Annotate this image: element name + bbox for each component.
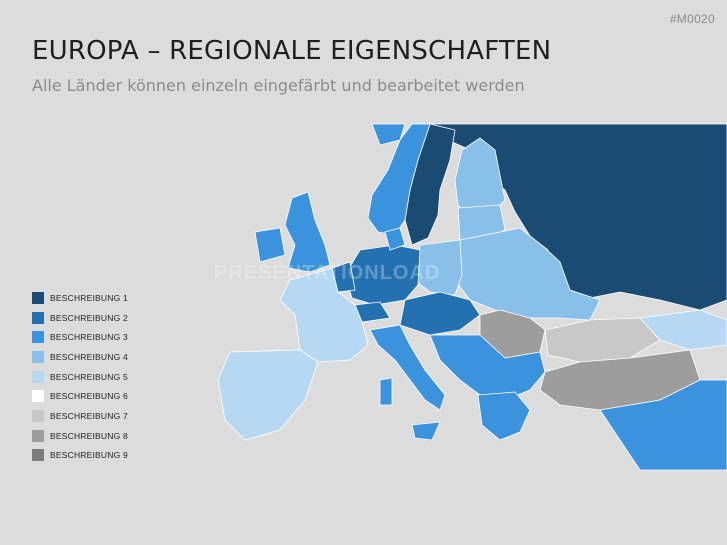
country-central[interactable] [399, 291, 481, 336]
legend-swatch [32, 390, 44, 403]
legend-swatch [32, 350, 44, 363]
legend-label: BESCHREIBUNG 3 [50, 332, 128, 343]
legend-label: BESCHREIBUNG 8 [50, 430, 128, 441]
country-uk[interactable] [284, 191, 331, 273]
legend-label: BESCHREIBUNG 6 [50, 391, 128, 402]
legend-item: BESCHREIBUNG 5 [32, 367, 128, 387]
page-title: EUROPA – REGIONALE EIGENSCHAFTEN [32, 36, 552, 66]
legend-item: BESCHREIBUNG 7 [32, 406, 128, 426]
country-iberia[interactable] [217, 349, 319, 441]
legend-item: BESCHREIBUNG 4 [32, 347, 128, 367]
legend-label: BESCHREIBUNG 9 [50, 450, 128, 461]
country-italy[interactable] [369, 324, 446, 411]
legend-swatch [32, 370, 44, 383]
legend-swatch [32, 429, 44, 442]
country-iceland[interactable] [371, 123, 406, 146]
country-balkans[interactable] [429, 334, 546, 401]
legend-swatch [32, 311, 44, 324]
country-denmark[interactable] [384, 227, 406, 251]
country-ireland[interactable] [254, 227, 286, 263]
legend-swatch [32, 331, 44, 344]
legend-label: BESCHREIBUNG 1 [50, 292, 128, 303]
page-subtitle: Alle Länder können einzeln eingefärbt un… [32, 76, 525, 95]
legend-swatch [32, 449, 44, 462]
legend-swatch [32, 409, 44, 422]
legend-label: BESCHREIBUNG 2 [50, 312, 128, 323]
legend-item: BESCHREIBUNG 6 [32, 386, 128, 406]
legend-item: BESCHREIBUNG 3 [32, 327, 128, 347]
legend-label: BESCHREIBUNG 4 [50, 351, 128, 362]
island-sicily[interactable] [411, 421, 441, 441]
watermark: PRESENTATIONLOAD [214, 262, 441, 284]
slide-id: #M0020 [669, 12, 715, 26]
legend-item: BESCHREIBUNG 2 [32, 308, 128, 328]
legend-item: BESCHREIBUNG 1 [32, 288, 128, 308]
country-caucasus[interactable] [639, 309, 727, 351]
legend-item: BESCHREIBUNG 9 [32, 446, 128, 466]
legend-label: BESCHREIBUNG 7 [50, 410, 128, 421]
legend-swatch [32, 291, 44, 304]
legend-label: BESCHREIBUNG 5 [50, 371, 128, 382]
country-greece[interactable] [477, 391, 531, 441]
country-france[interactable] [279, 267, 369, 363]
legend: BESCHREIBUNG 1 BESCHREIBUNG 2 BESCHREIBUNG… [32, 288, 128, 465]
region-middle-east[interactable] [599, 379, 727, 471]
legend-item: BESCHREIBUNG 8 [32, 426, 128, 446]
island-sardinia[interactable] [379, 377, 393, 406]
black-sea [544, 317, 661, 363]
